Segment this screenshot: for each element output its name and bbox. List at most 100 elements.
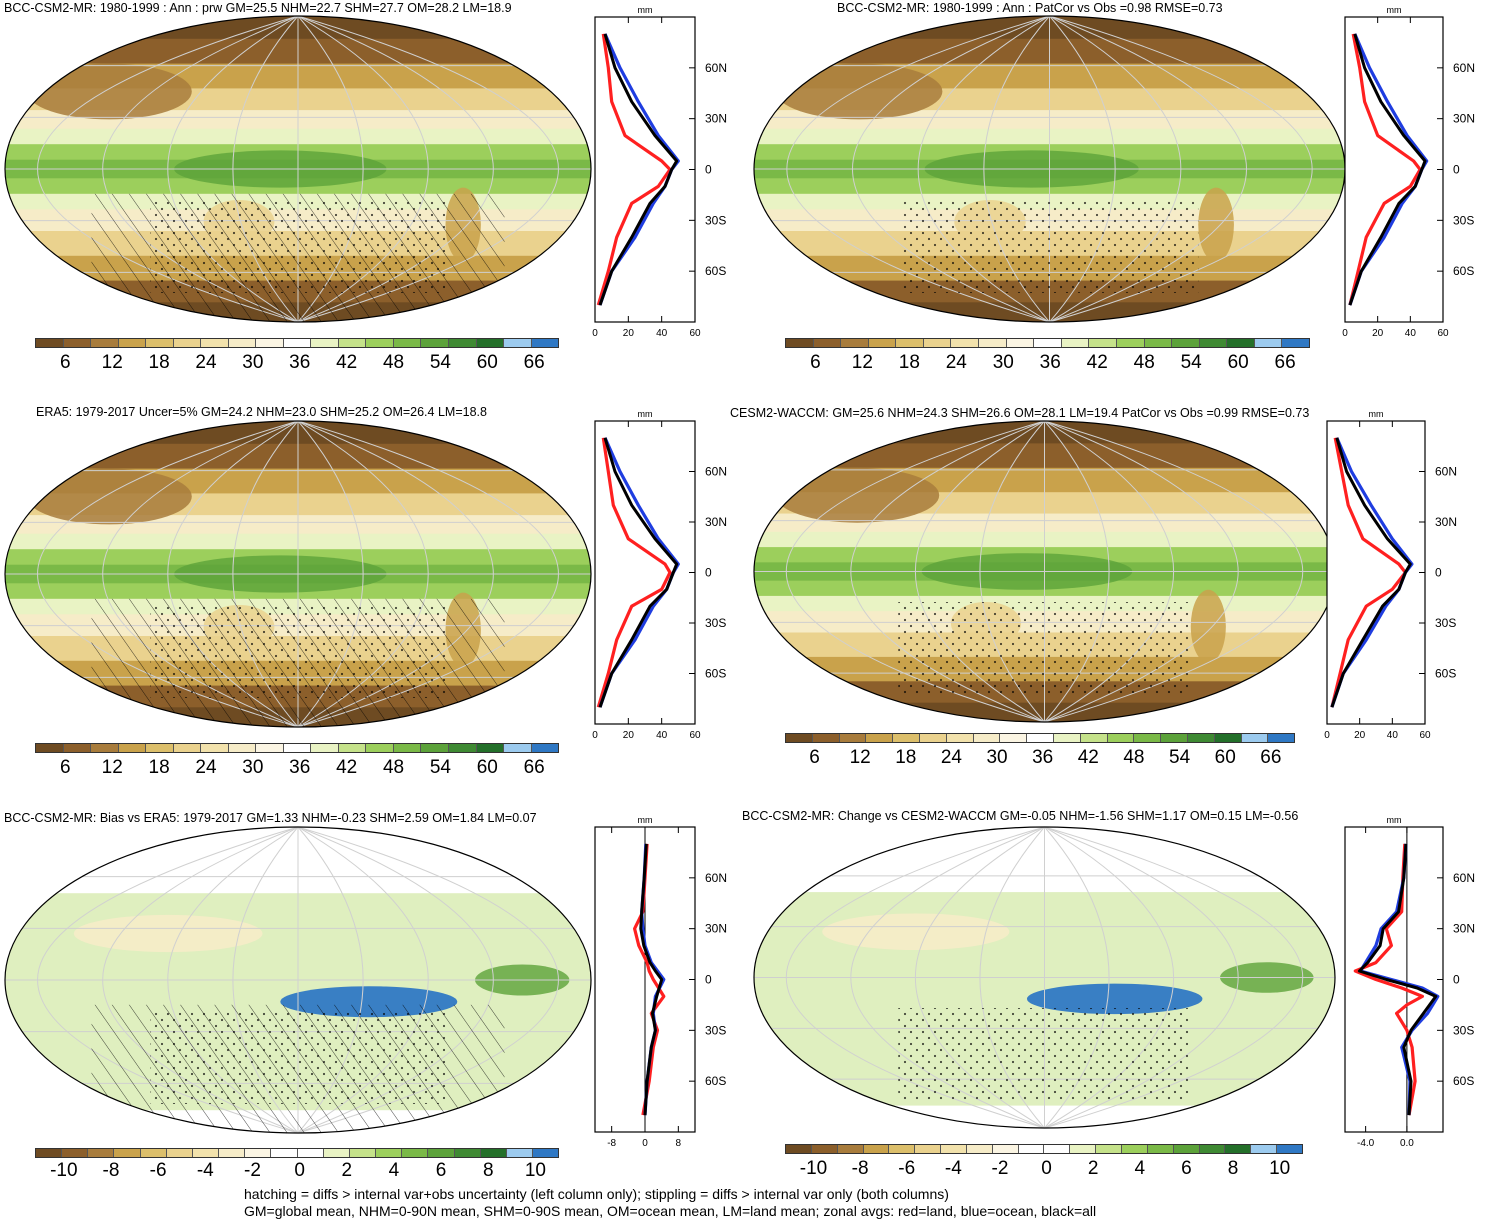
- colorbar-swatch: [219, 1149, 246, 1157]
- colorbar-swatch: [841, 339, 869, 347]
- colorbar-swatch: [349, 1149, 377, 1157]
- colorbar-swatch: [868, 339, 897, 347]
- panel-title-model-vs-cesm: BCC-CSM2-MR: 1980-1999 : Ann : PatCor vs…: [837, 1, 1223, 15]
- colorbar-swatch: [504, 339, 532, 347]
- map-model-vs-cesm: [753, 15, 1346, 323]
- zonal-lat-label: 30S: [705, 1023, 726, 1037]
- colorbar-tick-label: 18: [148, 352, 170, 373]
- colorbar-swatch: [91, 744, 119, 752]
- map-model: [4, 15, 592, 323]
- zonal-lat-label: 0: [1453, 163, 1460, 177]
- colorbar-tick-label: 18: [898, 352, 920, 373]
- colorbar-tick-label: -4: [944, 1158, 962, 1179]
- map-change: [753, 826, 1336, 1129]
- colorbar-swatch: [36, 744, 64, 752]
- zonal-xtick-label: 0: [1342, 328, 1348, 339]
- colorbar-swatch: [1268, 734, 1295, 742]
- colorbar-swatch: [1241, 734, 1269, 742]
- colorbar-swatch: [1080, 734, 1108, 742]
- colorbar-swatch: [173, 744, 202, 752]
- colorbar-era5: [35, 743, 559, 753]
- zonal-unit-label: mm: [638, 409, 653, 419]
- panel-title-bias: BCC-CSM2-MR: Bias vs ERA5: 1979-2017 GM=…: [4, 811, 537, 825]
- colorbar-swatch: [1061, 339, 1090, 347]
- colorbar-tick-label: 2: [341, 1160, 353, 1181]
- zonal-lat-label: 60N: [1453, 61, 1475, 75]
- colorbar-tick-label: 60: [1214, 747, 1236, 768]
- zonal-lat-label: 0: [705, 973, 712, 987]
- colorbar-swatch: [1107, 734, 1135, 742]
- colorbar-swatch: [393, 744, 422, 752]
- colorbar-tick-label: 18: [895, 747, 917, 768]
- colorbar-tick-label: 48: [382, 352, 405, 373]
- colorbar-swatch: [812, 734, 840, 742]
- colorbar-swatch: [532, 1149, 559, 1157]
- colorbar-bias: [35, 1148, 559, 1158]
- colorbar-swatch: [973, 734, 1001, 742]
- zonal-lat-label: 60S: [705, 667, 726, 681]
- colorbar-swatch: [480, 1149, 507, 1157]
- colorbar-tick-label: 30: [242, 757, 264, 778]
- colorbar-tick-label: 48: [1133, 352, 1155, 373]
- colorbar-swatch: [448, 744, 477, 752]
- colorbar-tick-label: 0: [294, 1160, 305, 1181]
- zonal-unit-label: mm: [638, 815, 653, 825]
- panel-title-model: BCC-CSM2-MR: 1980-1999 : Ann : prw GM=25…: [4, 1, 512, 15]
- colorbar-swatch: [201, 744, 229, 752]
- colorbar-tick-label: 36: [289, 352, 311, 373]
- panel-title-cesm2: CESM2-WACCM: GM=25.6 NHM=24.3 SHM=26.6 O…: [730, 406, 1310, 420]
- colorbar-swatch: [1282, 339, 1309, 347]
- colorbar-tick-label: 54: [1169, 747, 1191, 768]
- colorbar-tick-label: 36: [1039, 352, 1061, 373]
- colorbar-swatch: [146, 744, 174, 752]
- zonal-lat-label: 60S: [1453, 264, 1474, 278]
- colorbar-tick-label: 42: [336, 352, 358, 373]
- colorbar-swatch: [366, 744, 394, 752]
- colorbar-swatch: [863, 1145, 890, 1153]
- colorbar-swatch: [245, 1149, 272, 1157]
- colorbar-tick-label: 42: [1077, 747, 1099, 768]
- colorbar-swatch: [1147, 1145, 1174, 1153]
- colorbar-swatch: [919, 734, 947, 742]
- zonal-line-all: [598, 437, 679, 708]
- zonal-xtick-label: 60: [689, 730, 701, 741]
- colorbar-swatch: [893, 734, 920, 742]
- zonal-lat-label: 30N: [1435, 515, 1457, 529]
- colorbar-swatch: [62, 1149, 89, 1157]
- colorbar-tick-label: 60: [476, 757, 498, 778]
- colorbar-swatch: [992, 1145, 1019, 1153]
- zonal-xtick-label: 40: [1387, 730, 1399, 741]
- colorbar-tick-label: 4: [388, 1160, 400, 1181]
- colorbar-tick-label: -4: [196, 1160, 214, 1181]
- zonal-lat-label: 30S: [1453, 213, 1474, 227]
- colorbar-swatch: [166, 1149, 193, 1157]
- colorbar-tick-label: 66: [1274, 352, 1296, 373]
- colorbar-tick-label: 12: [101, 352, 123, 373]
- colorbar-swatch: [192, 1149, 220, 1157]
- colorbar-swatch: [393, 339, 422, 347]
- colorbar-swatch: [256, 339, 284, 347]
- zonal-line-land: [596, 437, 672, 708]
- colorbar-tick-label: 30: [986, 747, 1008, 768]
- colorbar-swatch: [338, 339, 367, 347]
- colorbar-swatch: [118, 339, 147, 347]
- colorbar-swatch: [421, 339, 449, 347]
- footnote-legend: GM=global mean, NHM=0-90N mean, SHM=0-90…: [244, 1203, 1097, 1219]
- colorbar-tick-label: 24: [195, 352, 217, 373]
- colorbar-swatch: [1044, 1145, 1071, 1153]
- colorbar-tick-label: 6: [1181, 1158, 1192, 1179]
- colorbar-swatch: [813, 339, 842, 347]
- colorbar-tick-label: 24: [945, 352, 967, 373]
- colorbar-tick-label: 30: [992, 352, 1014, 373]
- colorbar-swatch: [173, 339, 202, 347]
- zonal-lat-label: 30N: [705, 515, 727, 529]
- colorbar-tick-label: -8: [102, 1160, 120, 1181]
- zonal-xtick-label: 40: [656, 328, 668, 339]
- zonal-unit-label: mm: [1387, 815, 1402, 825]
- colorbar-swatch: [228, 744, 257, 752]
- zonal-lat-label: 60S: [1435, 667, 1456, 681]
- colorbar-swatch: [1116, 339, 1145, 347]
- zonal-lat-label: 60N: [705, 871, 727, 885]
